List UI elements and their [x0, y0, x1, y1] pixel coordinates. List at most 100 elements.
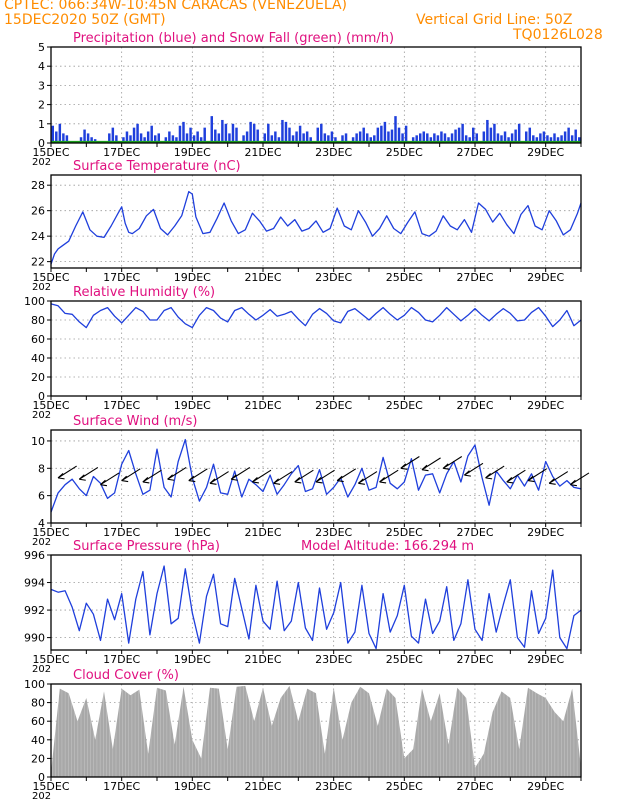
precip-bar: [542, 131, 546, 143]
precip-bar: [178, 125, 182, 143]
precip-bar: [418, 133, 422, 143]
wind-xtick-label: 15DEC: [32, 526, 69, 539]
precip-bar: [62, 133, 65, 143]
precip-bar: [284, 121, 288, 143]
pressure-xtick-label: 15DEC: [32, 653, 69, 666]
cloud-cover-area: [51, 685, 581, 777]
precip-bar: [217, 133, 221, 143]
precip-bar: [65, 135, 69, 143]
rh-ytick-label: 0: [38, 390, 45, 403]
precip-bar: [510, 133, 514, 143]
precip-bar: [546, 135, 549, 143]
precip-bar: [577, 137, 581, 143]
precip-bar: [139, 133, 143, 143]
rh-xtick-label: 23DEC: [315, 399, 352, 412]
precip-bar: [574, 129, 577, 143]
precip-bar: [429, 137, 433, 143]
temp-year-label: 202: [32, 282, 51, 293]
wind-xtick-label: 29DEC: [527, 526, 564, 539]
cloud-xtick-label: 23DEC: [315, 780, 352, 793]
precip-bar: [168, 131, 171, 143]
precip-bar: [79, 137, 83, 143]
precip-bar: [221, 119, 224, 143]
precip-bar: [503, 131, 507, 143]
precip-bar: [549, 137, 553, 143]
precip-bar: [150, 125, 153, 143]
wind-arrow: [230, 466, 251, 480]
wind-arrow: [167, 466, 187, 480]
precip-bar: [291, 135, 295, 143]
precip-bar: [330, 131, 334, 143]
pressure-frame: [50, 554, 582, 651]
precip-bar: [214, 129, 217, 143]
precip-bar: [199, 137, 203, 143]
wind-arrow: [485, 465, 505, 479]
precip-bar: [323, 133, 327, 143]
precip-bar: [528, 127, 532, 143]
precip-bar: [570, 135, 574, 143]
precip-bar: [249, 121, 252, 143]
precip-xtick-label: 17DEC: [103, 146, 140, 159]
precip-bar: [461, 123, 464, 143]
precip-bar: [153, 135, 157, 143]
precip-xtick-label: 23DEC: [315, 146, 352, 159]
precip-bar: [334, 137, 337, 143]
precip-bar: [464, 135, 468, 143]
pressure-annotation: Model Altitude: 166.294 m: [301, 539, 474, 554]
precip-bar: [422, 131, 426, 143]
precip-bar: [256, 129, 259, 143]
precip-xtick-label: 25DEC: [386, 146, 423, 159]
precip-bar: [563, 131, 567, 143]
temp-series-line: [50, 190, 582, 265]
rh-xtick-label: 29DEC: [527, 399, 564, 412]
header-location: CPTEC: 066:34W-10:45N CARACAS (VENEZUELA…: [4, 0, 347, 13]
pressure-title: Surface Pressure (hPa): [73, 539, 220, 554]
precip-bar: [58, 123, 62, 143]
precip-bar: [539, 133, 542, 143]
wind-arrow: [400, 456, 420, 469]
precip-bar: [192, 135, 196, 143]
wind-arrow: [252, 469, 272, 483]
wind-arrow-head: [315, 477, 323, 484]
temp-xtick-label: 19DEC: [174, 271, 211, 284]
precip-bar: [129, 135, 132, 143]
rh-year-label: 202: [32, 410, 51, 421]
precip-bar: [535, 137, 539, 143]
precip-bar: [524, 131, 528, 143]
precip-bar: [108, 133, 111, 143]
rh-series-line: [50, 303, 582, 329]
wind-ytick-label: 4: [38, 517, 45, 530]
cloud-xtick-label: 29DEC: [527, 780, 564, 793]
cloud-ytick-label: 40: [31, 734, 45, 747]
rh-xtick-label: 25DEC: [386, 399, 423, 412]
precip-frame: [50, 46, 582, 144]
cloud-ytick-label: 0: [38, 771, 45, 784]
precip-xtick-label: 27DEC: [456, 146, 493, 159]
temp-panel: 22 24 26 28 15DEC 17DEC 19DEC 21DEC 23DEC 25DEC 27…: [31, 159, 582, 293]
wind-arrow: [142, 469, 162, 483]
temp-ytick-label: 26: [31, 205, 45, 218]
precip-bar: [298, 125, 302, 143]
pressure-series-line: [50, 565, 582, 650]
wind-arrow: [379, 469, 399, 483]
header-run-time: 15DEC2020 50Z (GMT): [4, 12, 166, 28]
precip-bar: [302, 133, 305, 143]
wind-xtick-label: 19DEC: [174, 526, 211, 539]
precip-bar: [496, 133, 500, 143]
precip-bar: [394, 116, 397, 143]
precip-bar: [125, 131, 129, 143]
temp-xtick-label: 15DEC: [32, 271, 69, 284]
wind-arrow: [315, 469, 335, 483]
precip-bar: [245, 131, 249, 143]
pressure-xtick-label: 27DEC: [456, 653, 493, 666]
wind-arrow-head: [230, 474, 238, 481]
precip-bar: [468, 137, 471, 143]
rh-ytick-label: 20: [31, 371, 45, 384]
wind-arrow-head: [167, 474, 175, 481]
wind-frame: [50, 429, 582, 524]
precip-bar: [316, 127, 320, 143]
precip-bar: [175, 137, 178, 143]
pressure-ytick-label: 990: [24, 632, 45, 645]
